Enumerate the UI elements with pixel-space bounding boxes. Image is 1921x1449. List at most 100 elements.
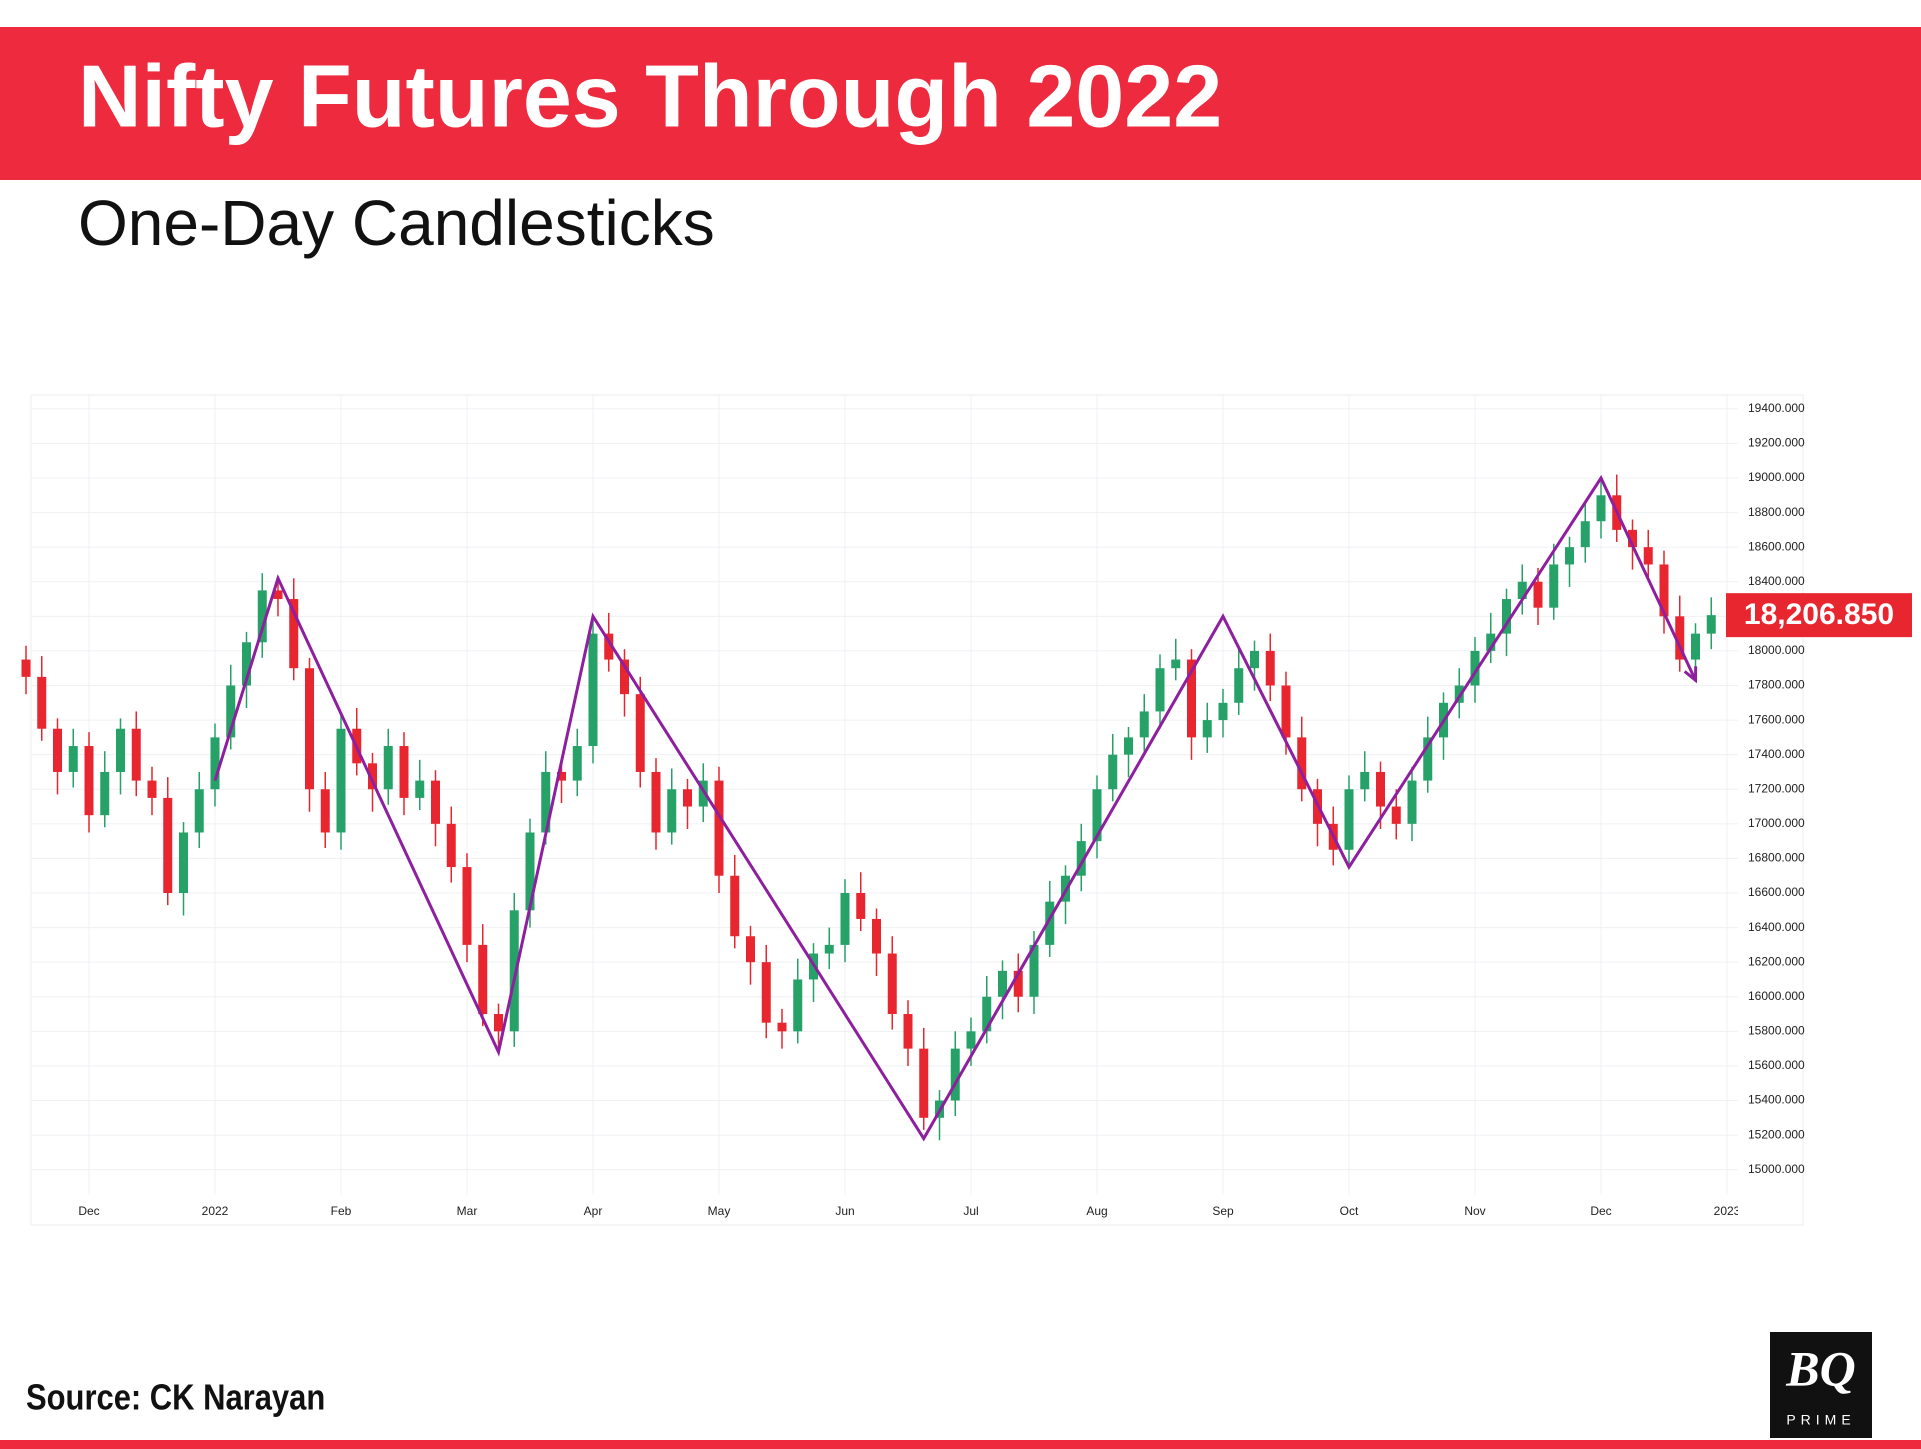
x-tick-label: Dec [1590, 1204, 1611, 1218]
y-tick-label: 16800.000 [1748, 851, 1805, 865]
candle-body [383, 746, 393, 790]
logo-text: BQ [1785, 1340, 1855, 1396]
last-price-tag [1726, 593, 1912, 638]
candle-body [887, 953, 897, 1015]
candle-body [1643, 547, 1653, 565]
candle-body [1517, 581, 1527, 600]
candle-body [1628, 529, 1637, 548]
x-tick-label: Apr [584, 1204, 603, 1218]
y-tick-label: 18400.000 [1748, 574, 1805, 588]
x-tick-label: Sep [1212, 1204, 1234, 1218]
y-tick-label: 16400.000 [1748, 920, 1805, 934]
candle-body [1187, 659, 1196, 738]
candle-body [651, 771, 661, 833]
y-tick-label: 15400.000 [1748, 1093, 1805, 1107]
candle-body [966, 1031, 976, 1049]
zigzag-arrowhead [1683, 666, 1698, 684]
candle-body [289, 599, 299, 669]
candle-body [1533, 581, 1543, 608]
y-tick-label: 16200.000 [1748, 954, 1805, 968]
header-bar [0, 27, 1921, 180]
y-tick-label: 15200.000 [1748, 1127, 1805, 1141]
y-axis: 15000.000 15200.000 15400.000 15600.000 1580… [1726, 401, 1912, 1176]
candle-body [698, 780, 708, 807]
candle-body [1108, 754, 1118, 790]
candle-body [1502, 599, 1511, 634]
candle-body [1171, 659, 1181, 669]
candle-body [1565, 547, 1574, 565]
candle-body [84, 746, 94, 816]
zigzag-line [213, 474, 1697, 1142]
candle-body [1344, 789, 1354, 850]
candle-body [257, 590, 267, 643]
last-price-label: 18,206.850 [1744, 598, 1894, 631]
candle-body [1265, 650, 1275, 686]
candle-body [1297, 737, 1307, 790]
logo-subtext: PRIME [1786, 1412, 1855, 1428]
candle-body [431, 780, 440, 824]
candle-body [1360, 771, 1370, 790]
candle-body [320, 789, 330, 833]
candle-body [1076, 841, 1086, 876]
x-tick-label: Aug [1086, 1204, 1107, 1218]
candle-body [1691, 633, 1700, 660]
candle-body [1281, 685, 1291, 738]
candle-body [1250, 650, 1259, 669]
y-tick-label: 17600.000 [1748, 712, 1805, 726]
y-tick-label: 18600.000 [1748, 539, 1805, 553]
candle-body [667, 789, 677, 833]
candle-body [1218, 702, 1228, 721]
x-tick-label: Jun [835, 1204, 854, 1218]
y-tick-label: 17000.000 [1748, 816, 1805, 830]
candle-body [761, 962, 771, 1023]
candle-body [777, 1022, 787, 1032]
y-tick-label: 15600.000 [1748, 1058, 1805, 1072]
candle-body [399, 746, 409, 798]
candle-body [1092, 789, 1102, 842]
candle-body [1675, 616, 1685, 660]
y-tick-label: 16600.000 [1748, 885, 1805, 899]
x-tick-label: Mar [457, 1204, 478, 1218]
candle-body [1407, 780, 1417, 824]
y-tick-label: 16000.000 [1748, 989, 1805, 1003]
candle-body [1659, 564, 1669, 617]
candle-body [100, 771, 110, 816]
y-tick-label: 19400.000 [1748, 401, 1805, 415]
chart-title: Nifty Futures Through 2022 [78, 46, 1222, 145]
candle-body [1029, 944, 1039, 997]
x-tick-label: Oct [1340, 1204, 1359, 1218]
candle-body [683, 789, 692, 807]
candle-body [1580, 521, 1590, 548]
candles [21, 474, 1716, 1142]
candle-body [163, 797, 173, 893]
candle-body [21, 659, 31, 677]
candle-body [446, 823, 456, 868]
candle-body [68, 746, 78, 772]
candle-body [635, 694, 645, 772]
candle-body [730, 875, 740, 937]
candle-body [1045, 901, 1055, 945]
candle-body [1376, 771, 1385, 807]
candle-body [714, 780, 724, 876]
candle-body [572, 746, 582, 781]
candle-body [462, 867, 472, 945]
candle-body [1234, 668, 1244, 703]
candle-body [1596, 495, 1606, 522]
candle-body [194, 789, 204, 833]
candle-body [1013, 970, 1023, 997]
candle-body [1470, 650, 1480, 686]
y-tick-label: 18800.000 [1748, 505, 1805, 519]
x-tick-label: Feb [331, 1204, 352, 1218]
candle-body [147, 780, 157, 798]
candle-body [1124, 737, 1133, 755]
y-tick-label: 15000.000 [1748, 1162, 1805, 1176]
candle-body [840, 893, 850, 945]
candle-body [604, 633, 614, 660]
candle-body [494, 1014, 503, 1032]
candle-body [242, 642, 251, 686]
candle-body [588, 633, 598, 747]
candle-body [368, 763, 377, 790]
candle-body [793, 979, 803, 1032]
candle-body [210, 737, 220, 790]
